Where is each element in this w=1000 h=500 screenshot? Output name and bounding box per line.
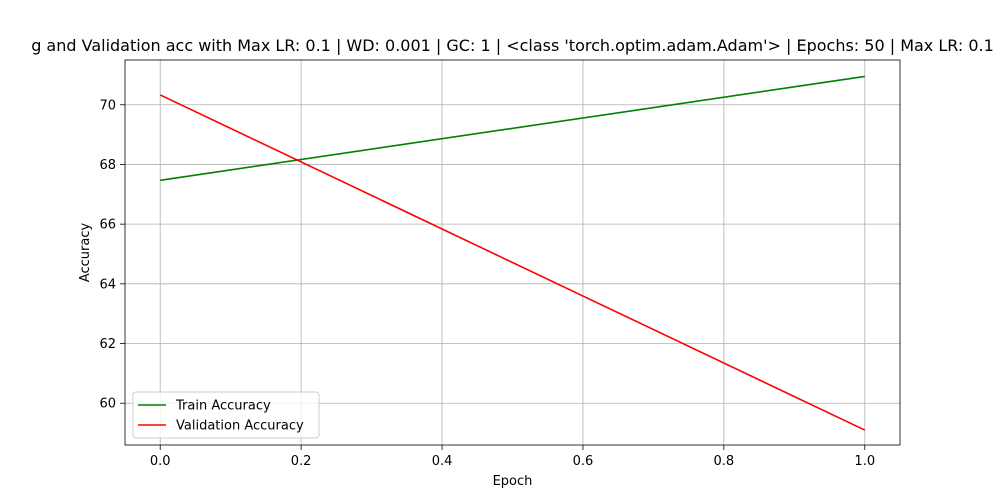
y-tick-label: 60: [99, 397, 116, 412]
x-axis-ticks: 0.0 0.2 0.4 0.6 0.8 1.0: [150, 445, 875, 469]
y-axis-ticks: 60 62 64 66 68 70: [99, 98, 125, 412]
y-tick-label: 66: [99, 218, 116, 233]
x-tick-label: 1.0: [854, 454, 875, 469]
y-axis-label: Accuracy: [78, 223, 93, 283]
x-tick-label: 0.2: [291, 454, 312, 469]
x-tick-label: 0.6: [573, 454, 594, 469]
plot-lines: [159, 75, 866, 431]
x-tick-label: 0.4: [432, 454, 453, 469]
y-tick-label: 70: [99, 98, 116, 113]
y-tick-label: 68: [99, 158, 116, 173]
legend: Train Accuracy Validation Accuracy: [132, 391, 320, 439]
plot-frame: [124, 59, 901, 446]
legend-label: Train Accuracy: [175, 399, 271, 414]
y-tick-label: 62: [99, 337, 116, 352]
y-tick-label: 64: [99, 277, 116, 292]
x-tick-label: 0.0: [150, 454, 171, 469]
chart-title: g and Validation acc with Max LR: 0.1 | …: [31, 36, 994, 55]
x-axis-label: Epoch: [493, 474, 533, 489]
legend-box: [132, 391, 320, 439]
x-tick-label: 0.8: [714, 454, 735, 469]
legend-label: Validation Accuracy: [176, 419, 304, 434]
series-line-validation-accuracy: [159, 94, 866, 431]
grid: [125, 60, 900, 445]
series-line-train-accuracy: [160, 75, 865, 182]
